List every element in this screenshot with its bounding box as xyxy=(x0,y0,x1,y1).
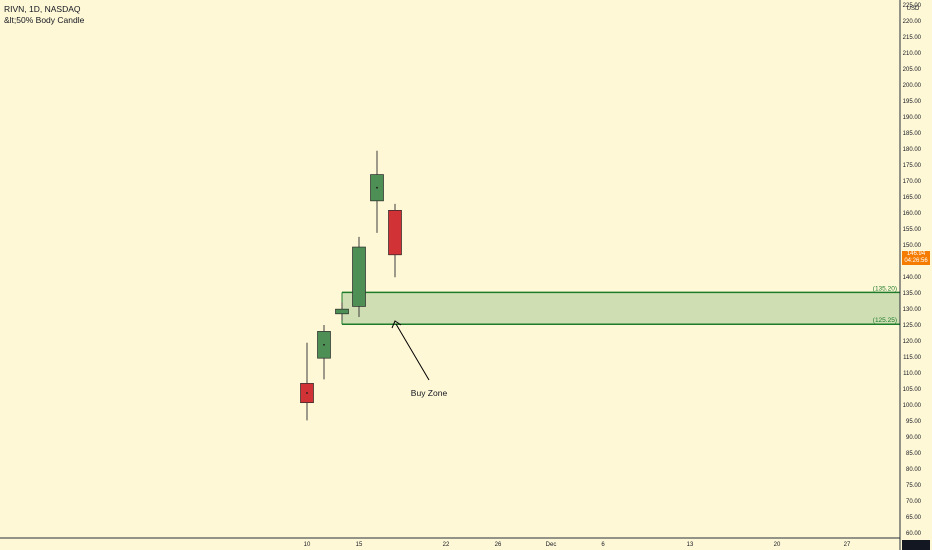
x-tick-label: Dec xyxy=(546,542,557,548)
candle-marker-dot xyxy=(306,392,308,394)
buy-zone-arrow-head xyxy=(391,320,402,329)
y-tick-label: 95.00 xyxy=(906,419,922,425)
bear-candle-body xyxy=(388,209,402,256)
y-tick-label: 225.00 xyxy=(903,3,922,9)
y-tick-label: 60.00 xyxy=(906,531,922,537)
buy-zone-bottom-value: (125.25) xyxy=(873,317,897,324)
y-tick-label: 65.00 xyxy=(906,515,922,521)
buy-zone[interactable]: (135.20) (125.25) xyxy=(341,285,900,325)
buy-zone-arrow-line xyxy=(395,323,430,381)
buy-zone-top-value: (135.20) xyxy=(873,285,897,292)
y-tick-label: 185.00 xyxy=(903,131,922,137)
y-tick-label: 220.00 xyxy=(903,19,922,25)
y-tick-label: 150.00 xyxy=(903,243,922,249)
time-axis[interactable]: 10 15 22 26 Dec 6 13 20 27 xyxy=(304,542,851,548)
y-tick-label: 180.00 xyxy=(903,147,922,153)
y-tick-label: 105.00 xyxy=(903,387,922,393)
x-tick-label: 10 xyxy=(304,542,311,548)
chart-title: RIVN, 1D, NASDAQ xyxy=(4,4,81,14)
y-tick-label: 70.00 xyxy=(906,499,922,505)
y-tick-label: 110.00 xyxy=(903,371,922,377)
price-axis[interactable]: 60.00 65.00 70.00 75.00 80.00 85.00 90.00 95.00… xyxy=(903,3,922,537)
bull-candle-body xyxy=(335,308,349,315)
y-tick-label: 160.00 xyxy=(903,211,922,217)
buy-zone-label: Buy Zone xyxy=(411,388,448,398)
candles xyxy=(300,150,402,421)
y-tick-label: 130.00 xyxy=(903,307,922,313)
currency-label: USD xyxy=(907,6,920,12)
candle xyxy=(300,342,314,421)
y-tick-label: 155.00 xyxy=(903,227,922,233)
y-tick-label: 195.00 xyxy=(903,99,922,105)
y-tick-label: 115.00 xyxy=(903,355,922,361)
y-tick-label: 215.00 xyxy=(903,35,922,41)
y-tick-label: 175.00 xyxy=(903,163,922,169)
x-tick-label: 20 xyxy=(774,542,781,548)
indicator-label: &lt;50% Body Candle xyxy=(4,15,85,25)
y-tick-label: 85.00 xyxy=(906,451,922,457)
y-tick-label: 75.00 xyxy=(906,483,922,489)
y-tick-label: 135.00 xyxy=(903,291,922,297)
y-tick-label: 205.00 xyxy=(903,67,922,73)
y-tick-label: 165.00 xyxy=(903,195,922,201)
x-tick-label: 22 xyxy=(443,542,450,548)
y-tick-label: 80.00 xyxy=(906,467,922,473)
axis-corner-marker xyxy=(902,540,930,550)
candle xyxy=(370,150,384,233)
buy-zone-box xyxy=(342,292,900,325)
x-tick-label: 27 xyxy=(844,542,851,548)
y-tick-label: 100.00 xyxy=(903,403,922,409)
x-tick-label: 26 xyxy=(495,542,502,548)
y-tick-label: 200.00 xyxy=(903,83,922,89)
y-tick-label: 210.00 xyxy=(903,51,922,57)
annotations: Buy Zone xyxy=(391,320,448,398)
y-tick-label: 140.00 xyxy=(903,275,922,281)
candle-marker-dot xyxy=(323,343,325,346)
y-tick-label: 125.00 xyxy=(903,323,922,329)
candle xyxy=(335,302,349,321)
y-tick-label: 170.00 xyxy=(903,179,922,185)
x-tick-label: 13 xyxy=(687,542,694,548)
x-tick-label: 15 xyxy=(356,542,363,548)
x-tick-label: 6 xyxy=(601,542,605,548)
candle-marker-dot xyxy=(376,186,378,189)
y-tick-label: 120.00 xyxy=(903,339,922,345)
candle xyxy=(352,236,366,317)
y-tick-label: 190.00 xyxy=(903,115,922,121)
bull-candle-body xyxy=(352,246,366,307)
bar-countdown: 04:26:56 xyxy=(904,258,928,264)
last-price-value: 146.94 xyxy=(906,251,926,257)
candle xyxy=(317,325,331,380)
y-tick-label: 90.00 xyxy=(906,435,922,441)
candle xyxy=(388,203,402,278)
last-price-tag: 146.94 04:26:56 xyxy=(902,251,930,265)
